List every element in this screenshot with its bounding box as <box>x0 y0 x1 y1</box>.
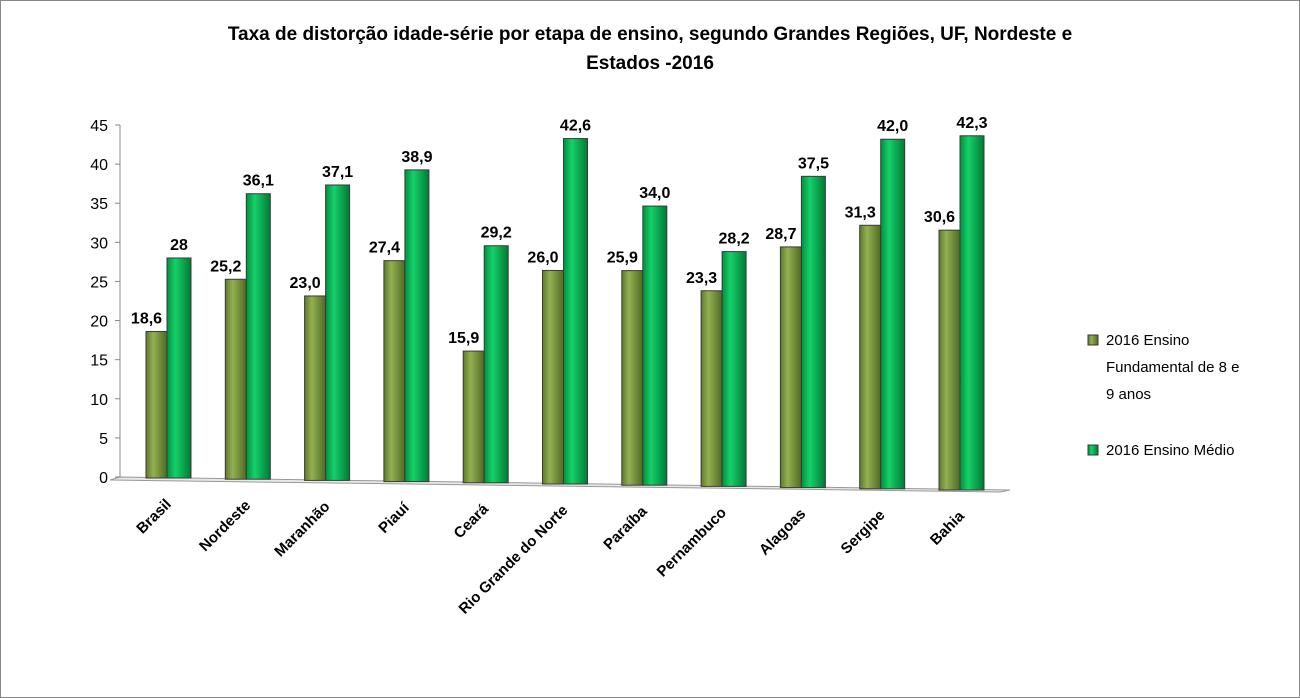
y-tick-label: 35 <box>90 196 108 213</box>
y-tick-label: 30 <box>90 235 108 252</box>
bar-fundamental <box>621 270 644 486</box>
category-label: Pernambuco <box>654 504 730 580</box>
data-label: 25,2 <box>210 258 241 275</box>
category-label: Paraíba <box>600 503 651 554</box>
chart-title-line-2: Estados -2016 <box>586 53 714 74</box>
bar-fundamental <box>462 350 485 484</box>
category-label: Brasil <box>133 496 175 538</box>
legend-label: 2016 Ensino <box>1106 332 1189 349</box>
legend-label: Fundamental de 8 e <box>1106 359 1239 376</box>
bar-medio <box>166 257 192 479</box>
category-label: Alagoas <box>756 505 809 558</box>
bar-fundamental <box>304 295 327 481</box>
data-label: 25,9 <box>607 250 638 267</box>
data-label: 42,0 <box>877 118 908 135</box>
data-label: 37,1 <box>322 164 353 181</box>
bar-medio <box>959 135 985 491</box>
bar-fundamental <box>938 229 961 491</box>
y-tick-label: 5 <box>99 431 108 448</box>
bar-medio <box>880 138 906 490</box>
legend-label: 9 anos <box>1106 386 1151 403</box>
bar-medio <box>563 138 588 485</box>
data-label: 42,6 <box>560 118 591 135</box>
data-label: 28,2 <box>719 231 750 248</box>
y-tick-label: 40 <box>90 157 108 174</box>
data-label: 36,1 <box>243 173 274 190</box>
data-label: 23,3 <box>686 270 717 287</box>
bar-medio <box>404 169 430 483</box>
bar-fundamental <box>859 224 882 490</box>
data-label: 34,0 <box>639 185 670 202</box>
y-tick-label: 25 <box>90 274 108 291</box>
y-tick-label: 20 <box>90 314 108 331</box>
data-label: 26,0 <box>527 249 558 266</box>
category-label: Sergipe <box>838 507 889 558</box>
bar-medio <box>245 193 271 480</box>
bar-fundamental <box>383 260 406 483</box>
bar-medio <box>325 184 351 481</box>
data-label: 23,0 <box>290 275 321 292</box>
category-label: Ceará <box>451 500 493 542</box>
bar-medio <box>800 175 826 489</box>
data-label: 27,4 <box>369 240 400 257</box>
data-label: 38,9 <box>401 149 432 166</box>
data-label: 30,6 <box>924 209 955 226</box>
bar-fundamental <box>542 269 564 485</box>
bar-medio <box>721 251 747 487</box>
legend-swatch <box>1087 444 1099 456</box>
data-label: 31,3 <box>845 204 876 221</box>
bar-fundamental <box>145 331 168 479</box>
data-label: 28 <box>170 237 188 254</box>
bar-medio <box>483 245 509 484</box>
y-tick-label: 45 <box>90 118 108 135</box>
data-label: 29,2 <box>481 225 512 242</box>
legend-label: 2016 Ensino Médio <box>1106 442 1234 459</box>
bar-fundamental <box>224 278 247 480</box>
y-tick-label: 15 <box>90 353 108 370</box>
bar-medio <box>642 205 668 486</box>
category-label: Maranhão <box>271 498 333 560</box>
legend-swatch <box>1087 334 1099 346</box>
category-label: Nordeste <box>196 497 254 555</box>
bar-fundamental <box>700 290 723 487</box>
data-label: 18,6 <box>131 311 162 328</box>
bar-fundamental <box>779 246 802 489</box>
data-label: 42,3 <box>956 115 987 132</box>
data-label: 15,9 <box>448 330 479 347</box>
data-label: 37,5 <box>798 155 829 172</box>
category-label: Bahia <box>927 507 968 548</box>
data-label: 28,7 <box>765 226 796 243</box>
y-tick-label: 0 <box>99 470 108 487</box>
category-label: Piauí <box>375 499 413 537</box>
y-tick-label: 10 <box>90 392 108 409</box>
chart-title-line-1: Taxa de distorção idade-série por etapa … <box>228 24 1072 45</box>
